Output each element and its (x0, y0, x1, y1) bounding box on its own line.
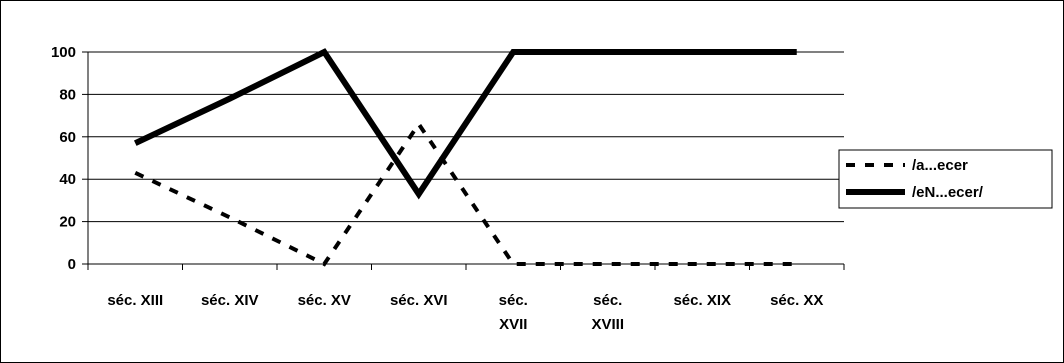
legend: /a...ecer /eN...ecer/ (838, 149, 1053, 209)
y-tick-label: 40 (59, 171, 76, 188)
x-tick-label: séc. XIV (201, 292, 259, 309)
series-line-2 (133, 48, 797, 200)
legend-label-series-2: /eN...ecer/ (912, 184, 984, 201)
series-line-1 (134, 120, 797, 267)
axes: 0 20 40 60 80 100 séc. XIII séc. XIV séc. XV séc.… (51, 44, 845, 333)
legend-label-series-1: /a...ecer (912, 157, 968, 174)
y-tick-label: 100 (51, 44, 76, 61)
legend-box (838, 149, 1053, 209)
y-tick-label: 60 (59, 129, 76, 146)
x-tick-label: séc. XX (770, 292, 823, 309)
y-tick-label: 20 (59, 214, 76, 231)
x-tick-label: séc. XVII (499, 292, 528, 333)
x-tick-label: séc. XIX (673, 292, 731, 309)
y-tick-label: 80 (59, 86, 76, 103)
x-tick-label: séc. XV (298, 292, 351, 309)
x-tick-label: séc. XVIII (591, 292, 624, 333)
series (133, 48, 797, 267)
x-tick-label: séc. XIII (107, 292, 163, 309)
y-tick-label: 0 (68, 256, 76, 273)
x-tick-label: séc. XVI (390, 292, 448, 309)
